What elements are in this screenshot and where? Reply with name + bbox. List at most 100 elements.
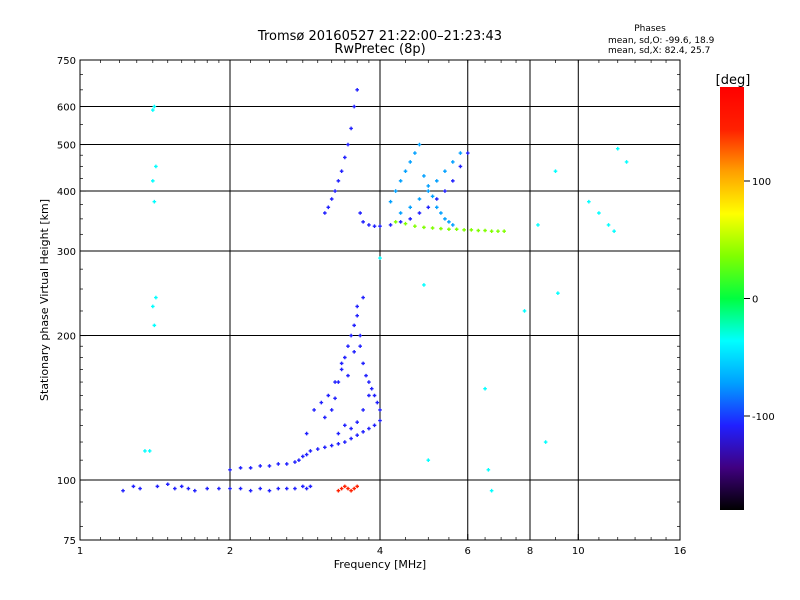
x-tick-label: 4 (377, 546, 383, 557)
data-point (308, 484, 313, 489)
data-point (587, 199, 591, 204)
data-point (339, 169, 344, 173)
data-point (179, 484, 184, 489)
data-point (417, 211, 422, 215)
data-point (333, 380, 337, 384)
data-point (378, 256, 382, 260)
data-point (458, 164, 463, 169)
data-point (398, 179, 403, 183)
data-point (339, 486, 344, 491)
y-tick-label: 200 (57, 332, 76, 343)
data-point (154, 164, 158, 169)
data-point (372, 423, 377, 428)
data-point (186, 486, 191, 491)
data-point (238, 466, 243, 470)
data-point (496, 229, 500, 233)
data-point (536, 223, 540, 227)
data-point (238, 486, 243, 491)
data-point (451, 223, 455, 227)
stats-heading: Phases (634, 24, 666, 34)
data-point (451, 179, 455, 183)
data-point (483, 386, 487, 391)
data-point (486, 468, 491, 472)
data-point (323, 211, 327, 215)
y-tick-label: 100 (57, 476, 76, 487)
x-axis: 1 2 4 6 8 10 16 (77, 60, 686, 557)
data-point (361, 361, 365, 366)
data-point (502, 229, 506, 233)
y-axis: 75 100 200 300 400 500 600 750 (57, 56, 680, 547)
data-point (343, 355, 347, 360)
stats-ordinary-line: mean, sd,O: -99.6, 18.9 (608, 36, 715, 46)
data-point (258, 464, 263, 468)
stats-extraordinary-line: mean, sd,X: 82.4, 25.7 (608, 46, 710, 56)
data-point (378, 224, 382, 228)
data-point (304, 431, 309, 436)
data-point (205, 486, 209, 491)
data-point (151, 179, 155, 183)
data-point (152, 323, 157, 328)
data-point (326, 205, 331, 210)
data-point (553, 169, 558, 173)
data-point (319, 400, 324, 405)
data-point (398, 220, 403, 224)
data-point (152, 104, 157, 109)
data-point (323, 415, 327, 420)
data-point (151, 108, 155, 112)
colorbar-ticks: 100 0 -100 (744, 177, 775, 423)
x-tick-label: 8 (527, 546, 533, 557)
data-point (352, 486, 356, 491)
data-point (346, 373, 350, 378)
data-point (304, 452, 309, 457)
data-point (152, 199, 157, 204)
data-point (339, 367, 344, 372)
data-point (228, 486, 232, 491)
y-tick-label: 300 (57, 247, 76, 258)
plot-area (79, 59, 681, 541)
data-point (606, 223, 611, 227)
data-point (483, 228, 487, 233)
data-point (422, 283, 426, 287)
data-point (267, 464, 272, 468)
data-point (372, 393, 377, 398)
data-point (352, 104, 356, 109)
data-point (434, 205, 439, 210)
data-point (615, 146, 620, 151)
data-point (329, 197, 334, 201)
data-point (426, 184, 431, 188)
data-point (336, 441, 341, 446)
data-point (346, 344, 350, 349)
data-point (367, 426, 371, 431)
data-point (465, 151, 470, 155)
data-point (121, 488, 125, 493)
data-point (228, 468, 232, 472)
grid-lines (80, 60, 680, 540)
data-point (343, 423, 347, 428)
data-point (138, 486, 142, 491)
data-point (372, 224, 377, 228)
data-point (336, 488, 341, 493)
data-point (393, 220, 398, 224)
data-point (413, 224, 417, 228)
x-tick-label: 10 (572, 546, 585, 557)
data-point (426, 189, 431, 193)
data-point (543, 440, 548, 444)
data-point (447, 227, 451, 232)
data-point (388, 223, 393, 227)
data-point (333, 189, 337, 193)
data-point (489, 488, 494, 493)
data-point (329, 408, 334, 412)
data-point (358, 344, 362, 349)
data-point (408, 217, 413, 221)
chart-subtitle: RwPretec (8p) (334, 42, 425, 57)
y-tick-label: 600 (57, 103, 76, 114)
data-point (151, 304, 155, 309)
data-point (217, 486, 221, 491)
data-point (612, 229, 616, 233)
data-point (352, 323, 356, 328)
x-axis-label: Frequency [MHz] (334, 558, 426, 571)
data-point (355, 433, 359, 437)
data-point (336, 380, 341, 384)
data-point (422, 225, 426, 230)
data-point (165, 482, 170, 487)
